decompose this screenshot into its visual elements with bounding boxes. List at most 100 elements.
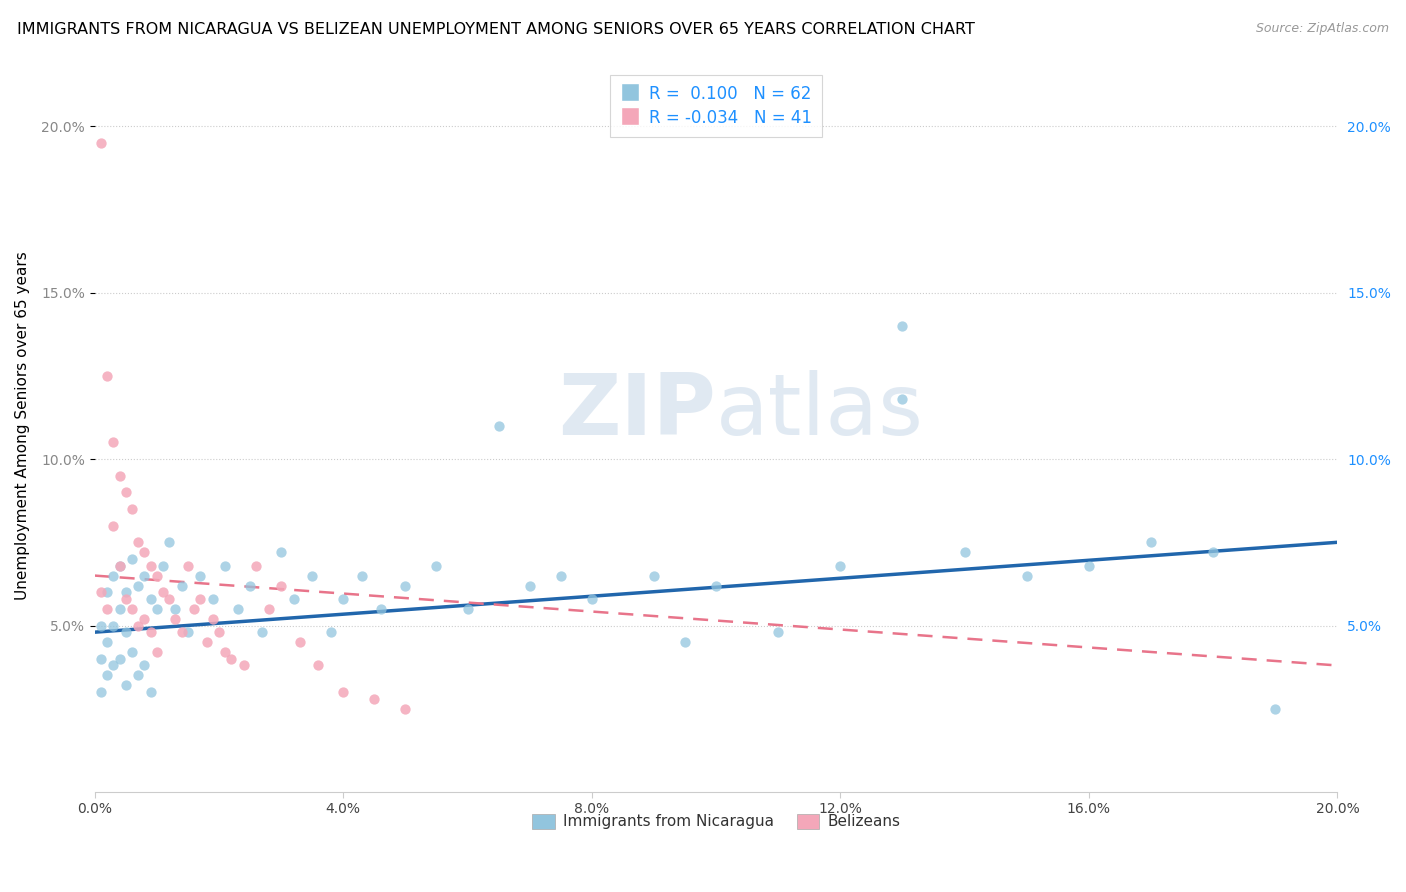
Point [103,568,125,582]
Point [301,568,323,582]
Point [221,652,243,666]
Point [146,568,169,582]
Point [108,602,131,616]
Point [457,602,479,616]
Point [201,612,224,626]
Point [550,568,572,582]
Point [134,568,156,582]
Point [214,558,236,573]
Point [90,585,112,599]
Point [270,578,292,592]
Point [96,635,118,649]
Point [239,578,262,592]
Point [226,602,249,616]
Point [201,591,224,606]
Point [177,625,200,640]
Point [114,585,136,599]
Text: atlas: atlas [716,369,924,452]
Point [891,392,914,406]
Point [134,545,156,559]
Point [127,535,149,549]
Point [121,602,143,616]
Point [139,685,162,699]
Point [114,678,136,692]
Point [114,591,136,606]
Point [1077,558,1099,573]
Point [332,685,354,699]
Point [519,578,541,592]
Point [363,691,385,706]
Point [121,645,143,659]
Point [96,368,118,383]
Point [188,591,211,606]
Point [891,318,914,333]
Point [96,602,118,616]
Point [208,625,231,640]
Y-axis label: Unemployment Among Seniors over 65 years: Unemployment Among Seniors over 65 years [15,252,30,600]
Point [1140,535,1163,549]
Point [766,625,789,640]
Point [103,435,125,450]
Point [170,578,193,592]
Point [96,668,118,682]
Point [370,602,392,616]
Point [319,625,342,640]
Point [643,568,665,582]
Point [165,602,187,616]
Text: ZIP: ZIP [558,369,716,452]
Point [139,625,162,640]
Point [177,558,200,573]
Point [103,618,125,632]
Point [270,545,292,559]
Point [1202,545,1225,559]
Point [232,658,254,673]
Point [394,702,416,716]
Point [121,502,143,516]
Point [146,602,169,616]
Point [134,658,156,673]
Point [257,602,280,616]
Point [307,658,329,673]
Point [953,545,976,559]
Point [488,418,510,433]
Point [103,518,125,533]
Point [673,635,696,649]
Point [188,568,211,582]
Point [425,558,447,573]
Point [152,558,174,573]
Point [1264,702,1286,716]
Point [103,658,125,673]
Text: Source: ZipAtlas.com: Source: ZipAtlas.com [1256,22,1389,36]
Point [90,652,112,666]
Point [170,625,193,640]
Point [394,578,416,592]
Point [90,618,112,632]
Point [245,558,267,573]
Point [830,558,852,573]
Point [96,585,118,599]
Point [152,585,174,599]
Point [108,558,131,573]
Point [704,578,727,592]
Point [127,618,149,632]
Point [183,602,205,616]
Point [127,578,149,592]
Point [139,558,162,573]
Point [157,591,180,606]
Point [121,552,143,566]
Point [195,635,218,649]
Point [146,645,169,659]
Point [283,591,305,606]
Point [90,136,112,150]
Legend: Immigrants from Nicaragua, Belizeans: Immigrants from Nicaragua, Belizeans [526,808,907,836]
Point [127,668,149,682]
Point [139,591,162,606]
Point [332,591,354,606]
Text: IMMIGRANTS FROM NICARAGUA VS BELIZEAN UNEMPLOYMENT AMONG SENIORS OVER 65 YEARS C: IMMIGRANTS FROM NICARAGUA VS BELIZEAN UN… [17,22,974,37]
Point [252,625,274,640]
Point [165,612,187,626]
Point [134,612,156,626]
Point [108,558,131,573]
Point [108,468,131,483]
Point [108,652,131,666]
